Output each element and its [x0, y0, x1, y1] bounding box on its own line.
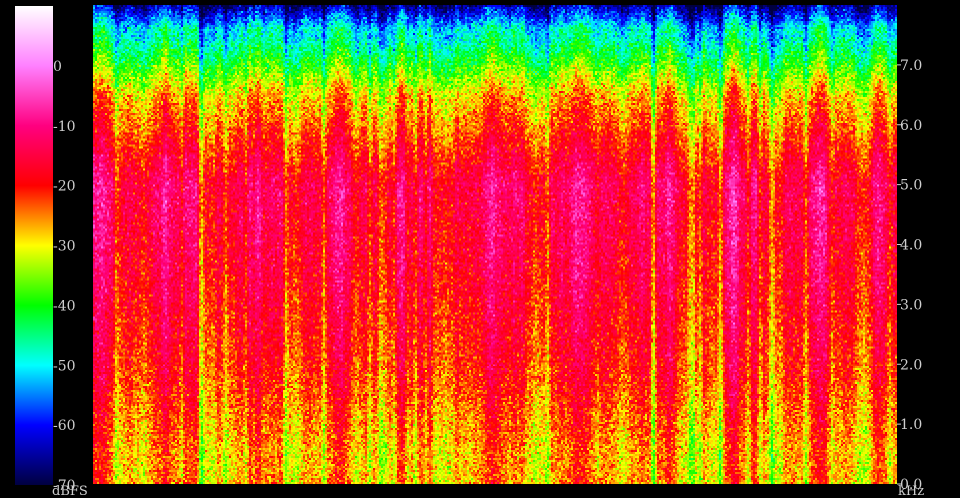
- frequency-tick-label: 4.0: [900, 238, 922, 254]
- frequency-axis-unit-label: kHz: [898, 484, 924, 498]
- colorbar-tick-label: 0: [53, 59, 62, 75]
- spectrogram-plot-area: [93, 5, 897, 484]
- frequency-tick-label: 6.0: [900, 118, 922, 134]
- colorbar-ticks: 0 -10 -20 -30 -40 -50 -60 -70: [53, 59, 76, 494]
- frequency-tick-label: 2.0: [900, 357, 922, 373]
- colorbar-tick-label: -20: [53, 179, 76, 195]
- frequency-tick-label: 0.0: [900, 477, 922, 493]
- colorbar-tick-label: -30: [53, 239, 76, 255]
- colorbar-tick-label: -10: [53, 119, 76, 135]
- frequency-axis-ticks: 0.0 1.0 2.0 3.0 4.0 5.0 6.0 7.0: [897, 58, 922, 493]
- colorbar-gradient: [15, 6, 53, 485]
- colorbar-tick-label: -40: [53, 298, 76, 314]
- colorbar-unit-label: dBFS: [52, 484, 88, 498]
- spectrogram-image: [93, 5, 897, 484]
- colorbar-tick-label: -70: [53, 478, 76, 494]
- colorbar-tick-label: -60: [53, 418, 76, 434]
- colorbar: [15, 6, 53, 485]
- frequency-tick-label: 3.0: [900, 297, 922, 313]
- colorbar-tick-label: -50: [53, 358, 76, 374]
- frequency-tick-label: 7.0: [900, 58, 922, 74]
- frequency-tick-label: 1.0: [900, 417, 922, 433]
- frequency-tick-label: 5.0: [900, 178, 922, 194]
